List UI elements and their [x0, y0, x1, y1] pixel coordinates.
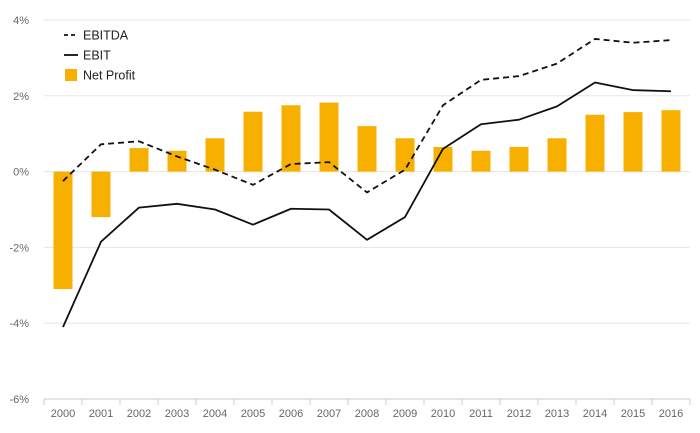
net-profit-bar — [471, 150, 491, 172]
legend-label: EBITDA — [83, 29, 129, 43]
x-tick-label: 2008 — [355, 408, 379, 420]
net-profit-bar — [167, 150, 187, 172]
net-profit-bar — [129, 148, 149, 172]
x-tick-label: 2012 — [507, 408, 531, 420]
net-profit-bar — [547, 138, 567, 172]
y-tick-label: -6% — [9, 394, 29, 406]
legend-item-ebit: EBIT — [64, 49, 111, 63]
x-tick-label: 2015 — [621, 408, 645, 420]
x-tick-label: 2013 — [545, 408, 569, 420]
x-axis: 2000 2001 2002 2003 2004 2005 2006 2007 2008 2009… — [43, 398, 691, 420]
grid-lines — [44, 19, 690, 400]
y-tick-label: -2% — [9, 242, 29, 254]
net-profit-bar — [395, 138, 415, 172]
x-tick-label: 2011 — [469, 408, 493, 420]
legend-label: EBIT — [83, 49, 111, 63]
y-tick-label: -4% — [9, 318, 29, 330]
net-profit-bar — [357, 126, 377, 172]
y-tick-label: 0% — [13, 167, 29, 179]
y-axis: 4% 2% 0% -2% -4% -6% — [9, 15, 29, 406]
net-profit-bar — [623, 112, 643, 172]
net-profit-bar — [53, 171, 73, 290]
x-tick-label: 2003 — [165, 408, 189, 420]
net-profit-bar — [509, 146, 529, 172]
ebitda-line — [62, 38, 672, 194]
legend-item-net-profit: Net Profit — [65, 69, 136, 83]
legend: EBITDA EBIT Net Profit — [64, 29, 136, 83]
net-profit-bar — [281, 105, 301, 172]
x-tick-label: 2010 — [431, 408, 455, 420]
net-profit-bar — [91, 171, 111, 218]
x-tick-label: 2000 — [51, 408, 75, 420]
net-profit-bar — [433, 146, 453, 172]
x-tick-label: 2007 — [317, 408, 341, 420]
x-tick-label: 2005 — [241, 408, 265, 420]
x-tick-label: 2002 — [127, 408, 151, 420]
net-profit-bar — [243, 111, 263, 172]
x-tick-label: 2016 — [659, 408, 683, 420]
x-tick-label: 2004 — [203, 408, 227, 420]
line-series — [62, 38, 672, 328]
net-profit-bar — [319, 102, 339, 172]
net-profit-bar — [205, 138, 225, 172]
x-tick-label: 2006 — [279, 408, 303, 420]
y-tick-label: 2% — [13, 91, 29, 103]
net-profit-bar — [585, 114, 605, 172]
net-profit-bars — [53, 102, 681, 290]
y-tick-label: 4% — [13, 15, 29, 27]
ebit-line — [62, 81, 672, 328]
net-profit-bar — [661, 110, 681, 172]
x-tick-label: 2001 — [89, 408, 113, 420]
x-tick-label: 2009 — [393, 408, 417, 420]
x-tick-label: 2014 — [583, 408, 607, 420]
legend-item-ebitda: EBITDA — [64, 29, 129, 43]
legend-swatch — [65, 69, 77, 81]
legend-label: Net Profit — [83, 69, 136, 83]
